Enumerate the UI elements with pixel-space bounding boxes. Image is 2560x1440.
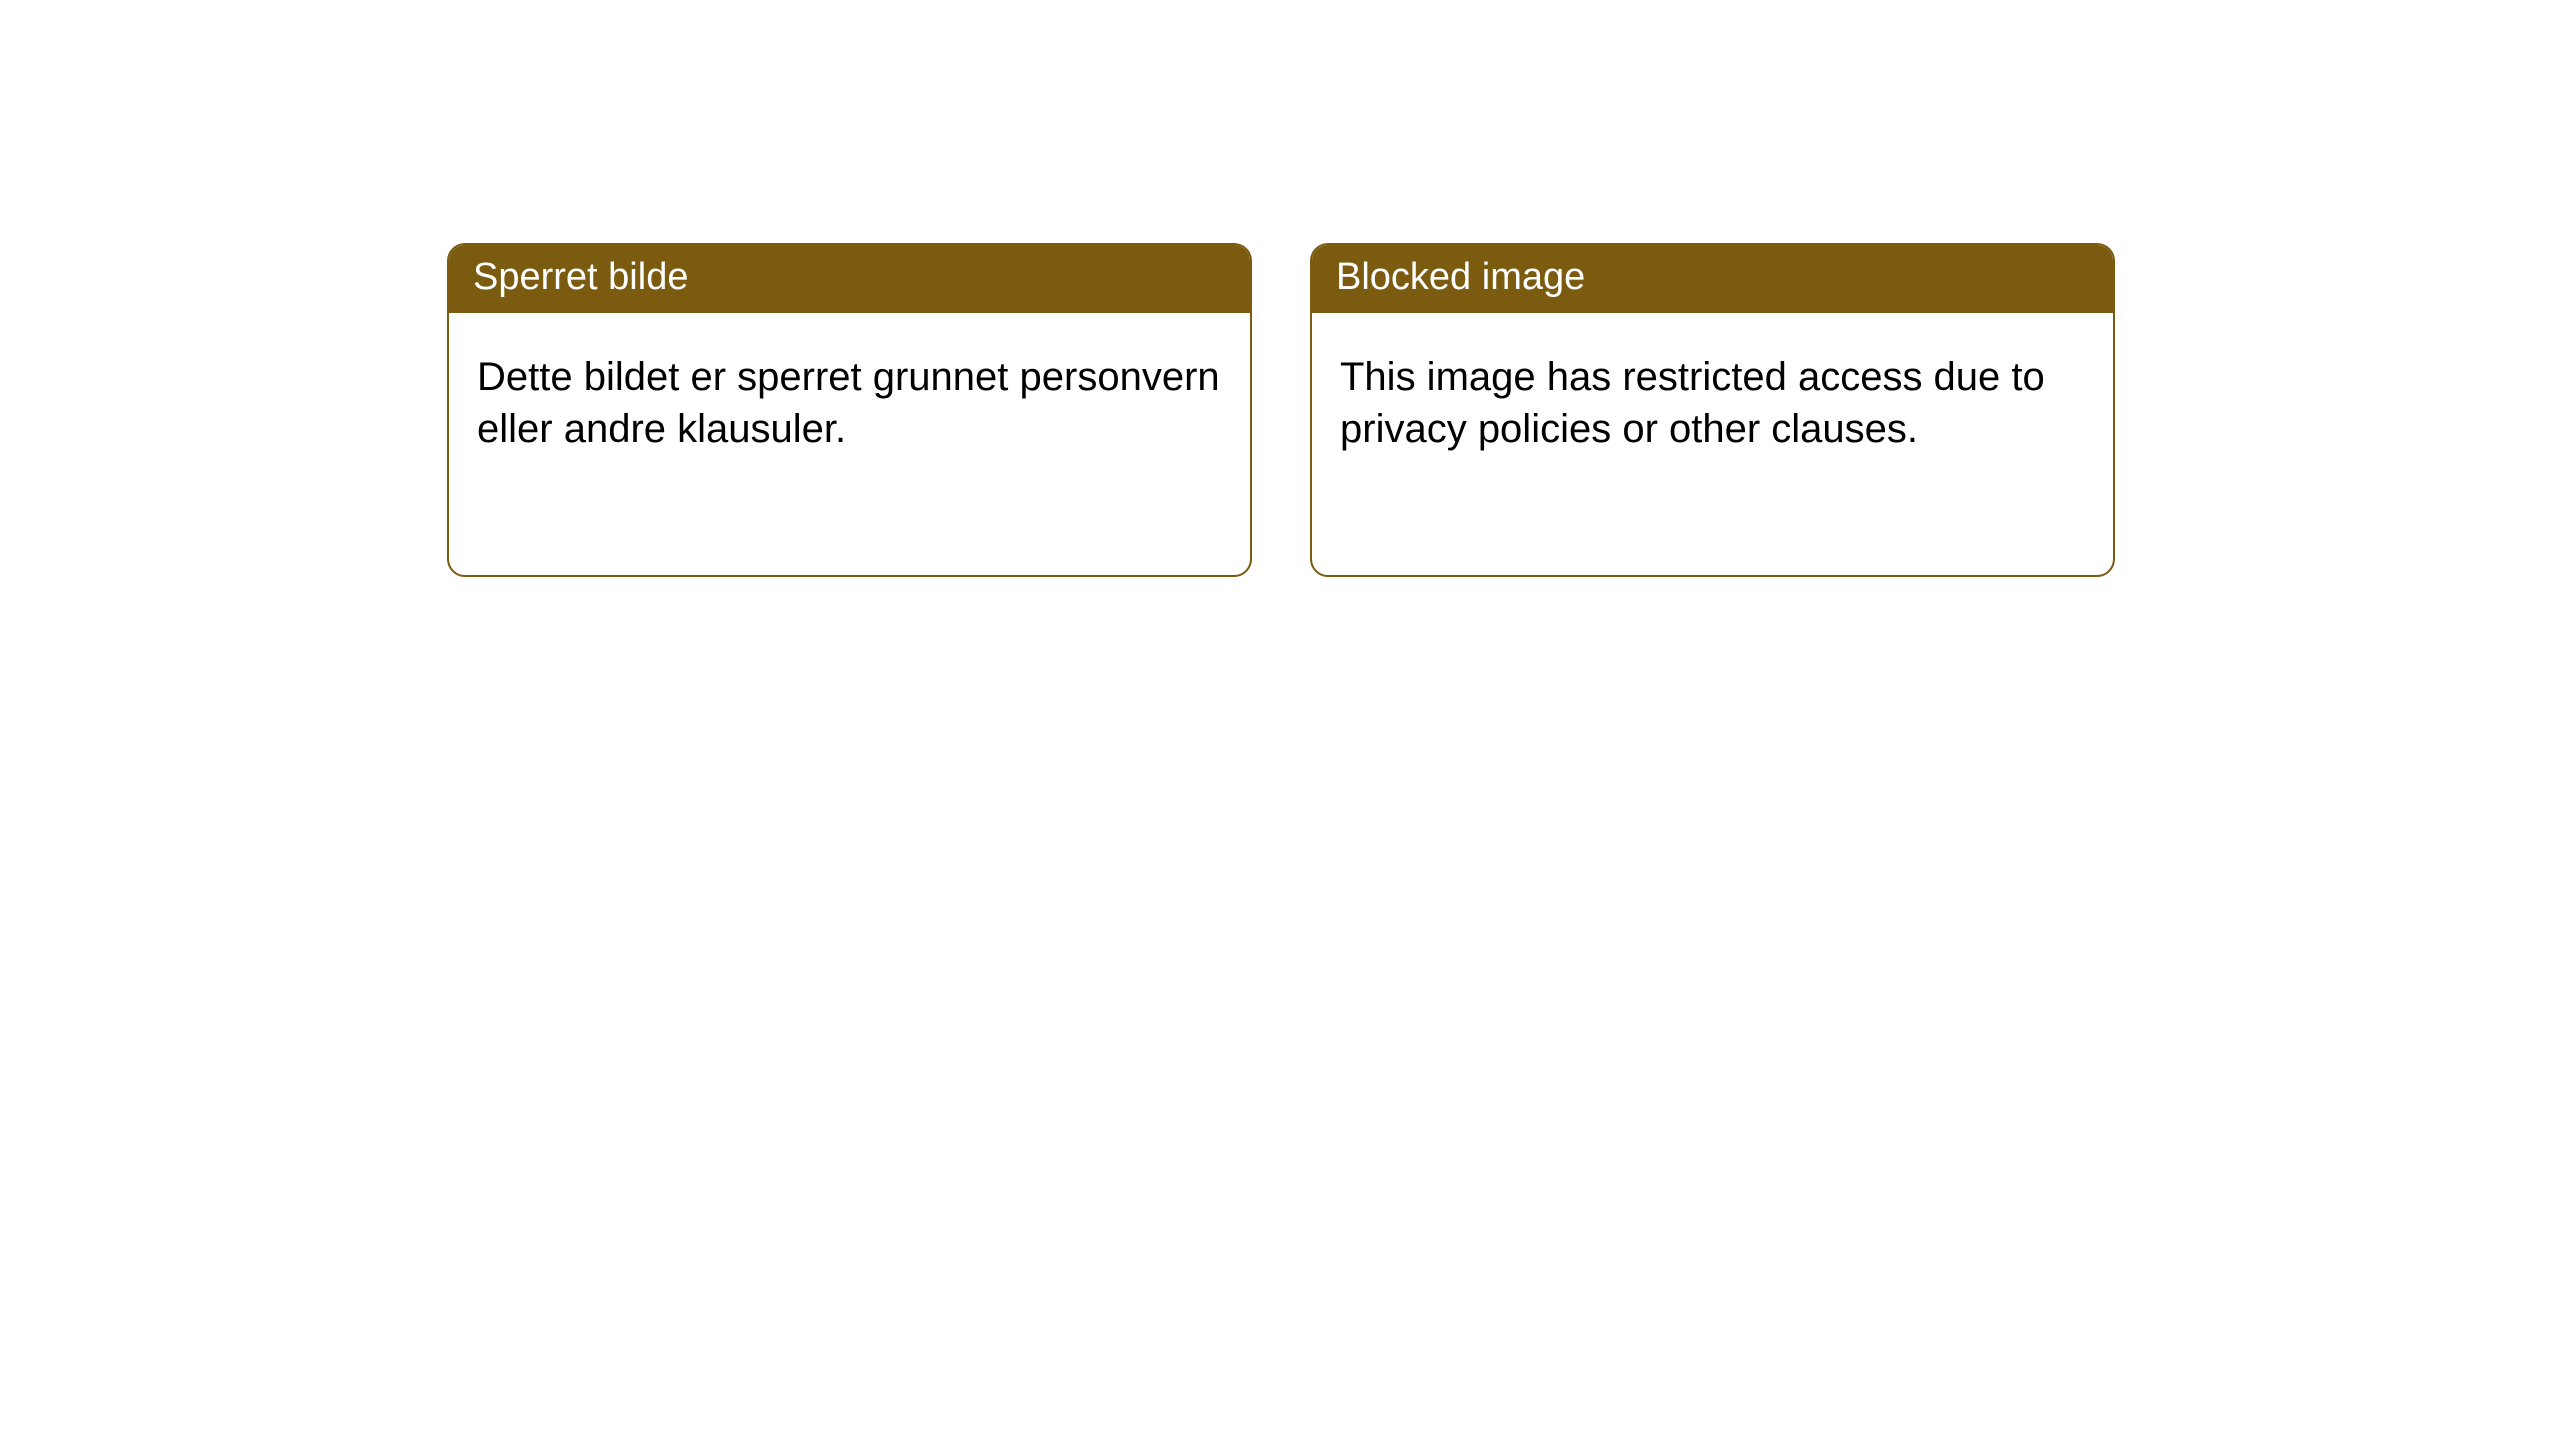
notice-container: Sperret bilde Dette bildet er sperret gr…: [0, 0, 2560, 577]
notice-title-english: Blocked image: [1312, 245, 2113, 313]
notice-card-english: Blocked image This image has restricted …: [1310, 243, 2115, 577]
notice-body-english: This image has restricted access due to …: [1312, 313, 2113, 475]
notice-body-norwegian: Dette bildet er sperret grunnet personve…: [449, 313, 1250, 475]
notice-title-norwegian: Sperret bilde: [449, 245, 1250, 313]
notice-card-norwegian: Sperret bilde Dette bildet er sperret gr…: [447, 243, 1252, 577]
